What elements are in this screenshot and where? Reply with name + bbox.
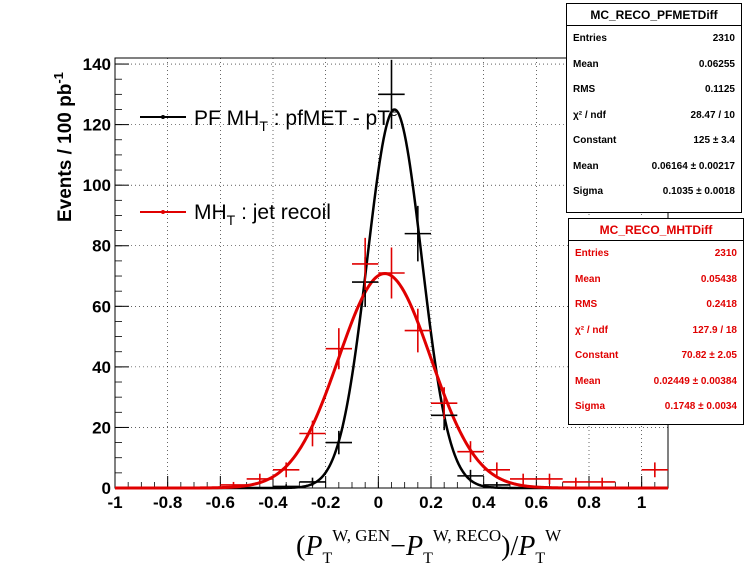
x-tick-label: -0.2 (311, 493, 340, 512)
x-tick-label: 0 (374, 493, 383, 512)
data-point (510, 473, 537, 485)
legend-marker (161, 210, 165, 214)
stats-value: 0.06255 (698, 58, 735, 70)
stats-label: χ² / ndf (573, 109, 606, 121)
data-point (325, 328, 352, 370)
data-point (378, 59, 405, 129)
stats-value: 127.9 / 18 (692, 324, 737, 336)
data-point (299, 477, 326, 487)
y-tick-label: 120 (83, 116, 111, 135)
stats-title: MC_RECO_PFMETDiff (567, 4, 741, 26)
x-tick-label: -1 (107, 493, 122, 512)
data-point (457, 441, 484, 463)
stats-label: Constant (575, 350, 619, 362)
stats-label: RMS (573, 84, 596, 96)
data-point (589, 477, 616, 487)
stats-row: Sigma 0.1035 ± 0.0018 (567, 179, 741, 205)
stats-value: 0.05438 (700, 273, 737, 285)
data-point (431, 387, 458, 420)
stats-row: Mean 0.02449 ± 0.00384 (569, 369, 743, 395)
stats-row: Mean 0.06164 ± 0.00217 (567, 154, 741, 180)
stats-box-pfmet: MC_RECO_PFMETDiff Entries 2310 Mean 0.0625… (566, 3, 742, 213)
x-tick-label: 0.6 (525, 493, 549, 512)
stats-label: Mean (575, 375, 601, 387)
x-tick-label: -0.4 (258, 493, 288, 512)
stats-value: 0.02449 ± 0.00384 (653, 375, 737, 387)
stats-row: Constant 70.82 ± 2.05 (569, 343, 743, 369)
data-point (483, 481, 510, 488)
stats-title: MC_RECO_MHTDiff (569, 219, 743, 241)
data-point (536, 473, 563, 485)
stats-label: Entries (573, 33, 607, 45)
data-point (562, 477, 589, 487)
stats-row: Mean 0.06255 (567, 52, 741, 78)
x-tick-label: 0.4 (472, 493, 496, 512)
stats-label: Constant (573, 135, 617, 147)
stats-label: Entries (575, 248, 609, 260)
legend: PF MHT : pfMET - pTe MHT : jet recoil (140, 103, 398, 228)
stats-row: Sigma 0.1748 ± 0.0034 (569, 394, 743, 420)
y-tick-label: 140 (83, 55, 111, 74)
x-tick-label: -0.8 (153, 493, 182, 512)
stats-value: 2310 (714, 248, 737, 260)
legend-label: PF MHT : pfMET - pTe (194, 103, 398, 134)
data-point (352, 237, 379, 290)
stats-value: 2310 (712, 33, 735, 45)
data-point (641, 462, 668, 478)
data-point (273, 462, 300, 478)
data-point (404, 205, 431, 262)
y-axis-label: Events / 100 pb-1 (51, 72, 76, 222)
stats-label: Sigma (573, 186, 604, 198)
axes: -1 -0.8 -0.6 -0.4 -0.2 0 0.2 0.4 0.6 0.8 1 0 20 40 60 8… (83, 55, 669, 512)
stats-value: 0.1125 (704, 84, 735, 96)
data-markers (220, 59, 668, 488)
legend-marker (161, 115, 165, 119)
data-point (246, 473, 273, 485)
stats-row: Entries 2310 (567, 26, 741, 52)
x-tick-label: 0.8 (577, 493, 601, 512)
stats-row: Constant 125 ± 3.4 (567, 128, 741, 154)
stats-value: 0.1035 ± 0.0018 (662, 186, 735, 198)
data-point (378, 247, 405, 299)
stats-row: χ² / ndf 28.47 / 10 (567, 103, 741, 129)
y-tick-label: 20 (92, 418, 111, 437)
stats-label: RMS (575, 299, 598, 311)
stats-box-mht: MC_RECO_MHTDiff Entries 2310 Mean 0.05438 … (568, 218, 744, 425)
legend-label: MHT : jet recoil (194, 201, 331, 228)
stats-row: χ² / ndf 127.9 / 18 (569, 318, 743, 344)
stats-row: RMS 0.1125 (567, 77, 741, 103)
data-point (404, 308, 431, 353)
data-point (457, 469, 484, 482)
stats-value: 0.1748 ± 0.0034 (664, 401, 737, 413)
stats-value: 0.2418 (706, 299, 737, 311)
stats-row: Mean 0.05438 (569, 267, 743, 293)
x-tick-label: -0.6 (206, 493, 235, 512)
data-point (273, 484, 300, 488)
stats-value: 70.82 ± 2.05 (681, 350, 737, 362)
x-axis-label: (PTW, GEN−PTW, RECO)/PTW (296, 526, 562, 567)
stats-label: Mean (573, 58, 599, 70)
stats-value: 125 ± 3.4 (693, 135, 735, 147)
y-tick-label: 80 (92, 237, 111, 256)
stats-value: 0.06164 ± 0.00217 (651, 160, 735, 172)
stats-label: Sigma (575, 401, 606, 413)
stats-row: Entries 2310 (569, 241, 743, 267)
data-point (483, 462, 510, 478)
y-tick-label: 0 (102, 479, 111, 498)
y-tick-label: 60 (92, 297, 111, 316)
stats-value: 28.47 / 10 (690, 109, 735, 121)
data-point (299, 420, 326, 447)
stats-label: χ² / ndf (575, 324, 608, 336)
y-tick-label: 40 (92, 358, 111, 377)
data-point (325, 430, 352, 455)
stats-label: Mean (573, 160, 599, 172)
x-tick-label: 1 (637, 493, 646, 512)
stats-row: RMS 0.2418 (569, 292, 743, 318)
stats-label: Mean (575, 273, 601, 285)
data-point (220, 481, 247, 488)
y-tick-label: 100 (83, 176, 111, 195)
x-tick-label: 0.2 (419, 493, 443, 512)
